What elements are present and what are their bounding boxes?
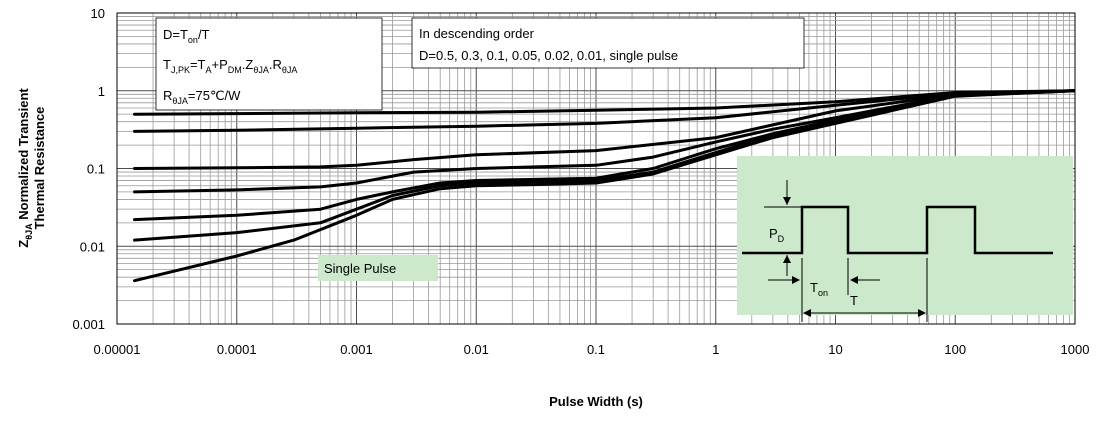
order-legend-line1: In descending order bbox=[419, 26, 535, 41]
formula-thermal-resistance: RθJA=75℃/W bbox=[163, 88, 241, 106]
formula-duty-cycle: D=Ton/T bbox=[163, 27, 210, 45]
x-tick-labels: 0.00001 0.0001 0.001 0.01 0.1 1 10 100 1000 bbox=[94, 342, 1090, 357]
x-tick-label: 0.0001 bbox=[217, 342, 257, 357]
single-pulse-text: Single Pulse bbox=[324, 261, 396, 276]
x-tick-label: 0.1 bbox=[587, 342, 605, 357]
formula-junction-temp: TJ,PK=TA+PDM.ZθJA.RθJA bbox=[163, 57, 297, 75]
x-tick-label: 0.00001 bbox=[94, 342, 141, 357]
x-tick-label: 10 bbox=[828, 342, 842, 357]
series-curve-3 bbox=[133, 89, 1076, 194]
y-axis-symbol-sub: θJA bbox=[24, 223, 34, 240]
series-curve-2 bbox=[133, 89, 1076, 170]
single-pulse-label: Single Pulse bbox=[318, 255, 438, 281]
x-axis-title: Pulse Width (s) bbox=[549, 394, 643, 409]
y-tick-label: 0.001 bbox=[72, 317, 105, 332]
y-tick-labels: 0.001 0.01 0.1 1 10 bbox=[72, 6, 105, 332]
y-axis-symbol: Z bbox=[16, 240, 31, 248]
plot-frame bbox=[116, 12, 1076, 325]
series-curve-4 bbox=[133, 89, 1076, 222]
x-tick-label: 100 bbox=[944, 342, 966, 357]
ton-label: Ton bbox=[810, 280, 828, 298]
y-tick-label: 0.1 bbox=[87, 162, 105, 177]
y-tick-label: 0.01 bbox=[80, 239, 105, 254]
y-tick-label: 1 bbox=[98, 84, 105, 99]
y-tick-label: 10 bbox=[91, 6, 105, 21]
pulse-waveform bbox=[742, 205, 1053, 255]
curves-layer bbox=[133, 89, 1076, 283]
x-tick-label: 0.01 bbox=[464, 342, 489, 357]
x-tick-label: 1 bbox=[712, 342, 719, 357]
x-tick-label: 1000 bbox=[1061, 342, 1090, 357]
formula-box: D=Ton/T TJ,PK=TA+PDM.ZθJA.RθJA RθJA=75℃/… bbox=[155, 17, 383, 111]
x-tick-label: 0.001 bbox=[340, 342, 373, 357]
pd-label: PD bbox=[769, 226, 785, 244]
order-legend-box: In descending order D=0.5, 0.3, 0.1, 0.0… bbox=[411, 17, 805, 69]
series-curve-6 bbox=[133, 89, 1076, 283]
y-axis-title-line2: Thermal Resistance bbox=[32, 107, 47, 230]
period-label: T bbox=[850, 293, 858, 308]
y-axis-title: ZθJA Normalized Transient Thermal Resist… bbox=[16, 88, 47, 248]
order-legend-line2: D=0.5, 0.3, 0.1, 0.05, 0.02, 0.01, singl… bbox=[419, 48, 678, 63]
svg-text:ZθJA Normalized Transient: ZθJA Normalized Transient bbox=[16, 88, 34, 248]
pulse-waveform-inset: PD Ton T bbox=[737, 156, 1073, 322]
y-axis-title-line1: Normalized Transient bbox=[16, 88, 31, 220]
series-curve-5 bbox=[133, 89, 1076, 242]
series-curve-1 bbox=[133, 89, 1076, 133]
